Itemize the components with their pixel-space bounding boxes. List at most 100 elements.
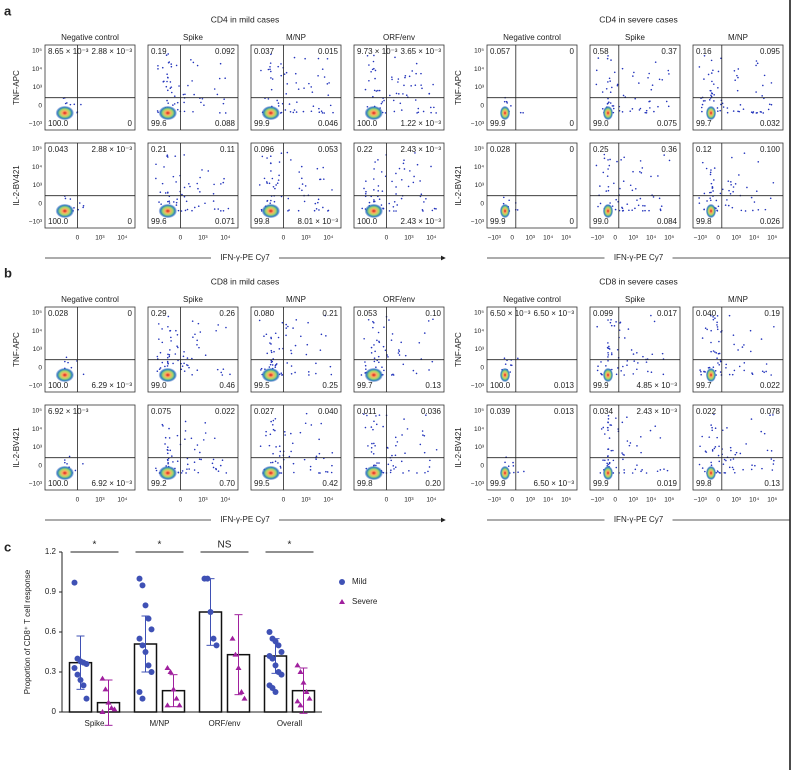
event-dot: [611, 105, 614, 107]
quadrant-value: 0.46: [219, 381, 235, 390]
event-dot: [365, 368, 367, 370]
event-dot: [310, 110, 313, 113]
event-dot: [712, 350, 715, 352]
event-dot: [738, 365, 741, 368]
event-dot: [519, 111, 522, 114]
event-dot: [423, 435, 426, 437]
event-dot: [393, 110, 396, 113]
event-dot: [616, 84, 619, 87]
event-dot: [287, 197, 290, 200]
event-dot: [403, 84, 405, 87]
event-dot: [259, 445, 262, 448]
y-tick-label: 0.9: [45, 587, 57, 596]
event-dot: [662, 373, 665, 376]
x-tick-label: 0: [716, 497, 720, 504]
event-dot: [219, 62, 222, 65]
event-dot: [373, 168, 375, 170]
x-axis-label: IFN-γ-PE Cy7: [614, 253, 664, 262]
event-dot: [180, 368, 183, 371]
event-dot: [522, 111, 524, 114]
event-dot: [186, 468, 188, 470]
event-dot: [771, 469, 774, 471]
event-dot: [373, 89, 376, 92]
event-dot: [290, 372, 293, 375]
event-dot: [217, 470, 220, 472]
event-dot: [384, 112, 387, 114]
event-dot: [720, 57, 722, 60]
event-dot: [373, 322, 375, 324]
event-dot: [201, 169, 203, 171]
event-dot: [315, 372, 317, 375]
density-core: [55, 368, 74, 382]
event-dot: [762, 84, 764, 87]
event-dot: [375, 415, 377, 417]
event-dot: [710, 329, 712, 332]
event-dot: [227, 207, 230, 210]
event-dot: [651, 84, 654, 86]
event-dot: [716, 324, 718, 326]
event-dot: [189, 185, 191, 188]
event-dot: [394, 466, 397, 469]
quadrant-value: 2.88 × 10⁻³: [92, 145, 133, 154]
event-dot: [516, 209, 519, 211]
event-dot: [309, 465, 312, 468]
event-dot: [731, 373, 734, 376]
event-dot: [383, 369, 385, 372]
data-point: [278, 649, 285, 655]
event-dot: [610, 318, 612, 321]
event-dot: [373, 357, 376, 359]
quadrant-value: 0: [570, 47, 575, 56]
event-dot: [323, 112, 326, 114]
event-dot: [509, 371, 512, 373]
event-dot: [366, 54, 369, 57]
y-tick-label: 10⁵: [474, 408, 484, 415]
event-dot: [650, 314, 652, 317]
event-dot: [717, 454, 720, 457]
data-point: [148, 626, 155, 633]
quadrant-value: 0.088: [215, 119, 236, 128]
event-dot: [725, 363, 727, 366]
event-dot: [726, 107, 729, 109]
event-dot: [609, 158, 611, 161]
y-tick-label: 10⁴: [32, 426, 42, 433]
event-dot: [708, 99, 711, 101]
event-dot: [609, 424, 611, 426]
quadrant-value: 6.50 × 10⁻³: [534, 479, 575, 488]
event-dot: [743, 152, 746, 154]
event-dot: [599, 185, 601, 187]
event-dot: [176, 460, 179, 463]
plot-frame: [147, 404, 239, 491]
event-dot: [740, 209, 743, 212]
event-dot: [416, 112, 418, 114]
event-dot: [732, 186, 735, 188]
event-dot: [721, 188, 724, 191]
row-label: TNF-APC: [12, 332, 21, 367]
quadrant-value: 0.071: [215, 217, 236, 226]
significance-label: NS: [218, 540, 232, 551]
event-dot: [281, 374, 283, 376]
event-dot: [600, 428, 603, 430]
event-dot: [370, 451, 373, 453]
plot-frame: [353, 44, 445, 131]
event-dot: [370, 446, 373, 449]
event-dot: [649, 107, 651, 109]
event-dot: [738, 174, 740, 176]
event-dot: [718, 460, 721, 463]
data-point: [71, 579, 78, 586]
event-dot: [367, 318, 370, 321]
event-dot: [330, 373, 333, 376]
event-dot: [607, 81, 609, 83]
event-dot: [166, 356, 169, 359]
event-dot: [374, 77, 376, 80]
event-dot: [618, 329, 621, 331]
event-dot: [615, 417, 617, 419]
quadrant-value: 0.12: [696, 145, 712, 154]
event-dot: [310, 86, 313, 88]
event-dot: [512, 465, 515, 467]
event-dot: [716, 209, 718, 212]
event-dot: [640, 435, 642, 438]
event-dot: [382, 207, 385, 210]
event-dot: [157, 68, 159, 70]
data-point: [294, 698, 301, 704]
event-dot: [323, 76, 326, 78]
